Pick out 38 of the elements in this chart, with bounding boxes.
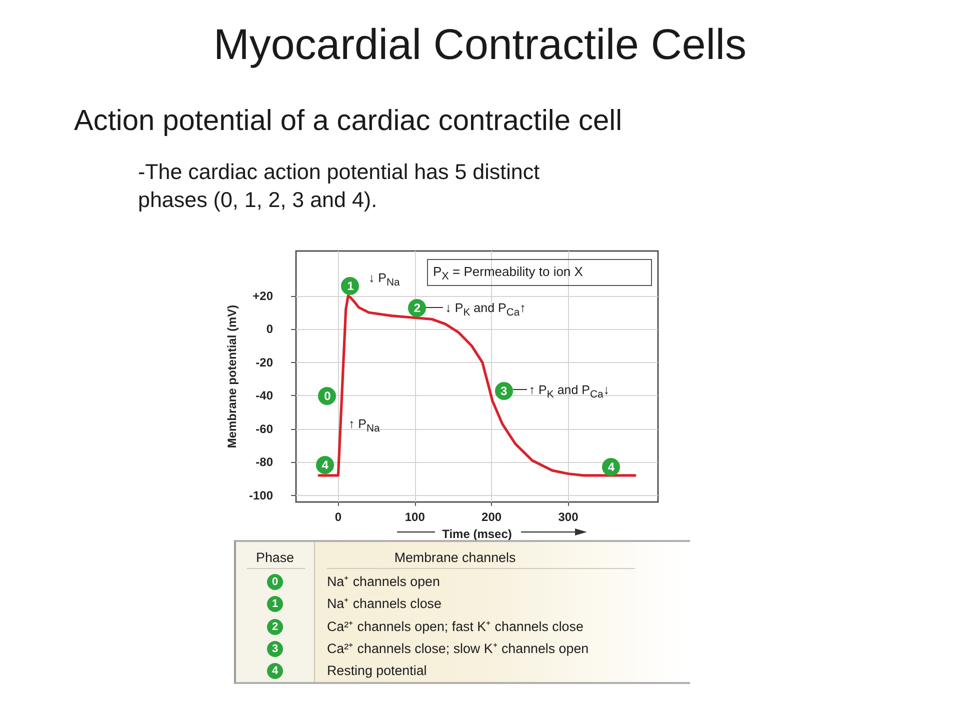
y-tick-label: -40 (256, 388, 274, 403)
annotation: 4 (602, 458, 620, 476)
annotation: ↓ P$_{Na}$ (368, 270, 400, 290)
y-tick-label: -60 (256, 422, 274, 436)
annotation: ↑ P$_{K}$ and P$_{Ca}$↓ (528, 382, 610, 402)
text: Membrane channels (393, 549, 517, 567)
chart-title: Myocardial Contractile Cells (212, 20, 748, 71)
x-tick-label: 0 (334, 510, 342, 524)
text: 3 (267, 640, 283, 657)
text: 4 (267, 663, 283, 679)
text: 2 (267, 618, 283, 634)
annotation: 4 (316, 456, 334, 474)
y-tick-label: 0 (266, 322, 274, 336)
annotation: ↑ P$_{Na}$ (348, 416, 380, 436)
text: 1 (267, 596, 283, 612)
y-tick-label: -100 (248, 488, 274, 502)
annotation: ↓ P$_{K}$ and P$_{Ca}$↑ (445, 300, 526, 320)
text: Phase (255, 549, 295, 567)
annotation: 3 (494, 382, 513, 400)
y-axis-title: Membrane potential (mV) (225, 304, 240, 448)
text: Na⁺ channels close (327, 595, 442, 614)
y-tick-label: +20 (252, 288, 274, 303)
text: Na⁺ channels open (327, 573, 440, 591)
annotation: 0 (318, 386, 336, 405)
text: Ca²⁺ channels close; slow K⁺ channels open (327, 640, 589, 658)
chart-subtitle: Action potential of a cardiac contractile cell (74, 104, 622, 139)
annotation: 2 (408, 298, 426, 317)
x-tick-label: 200 (482, 510, 502, 524)
text: -The cardiac action potential has 5 distinct phases (0, 1, 2, 3 and 4). (138, 159, 541, 214)
text: Ca²⁺ channels open; fast K⁺ channels close (327, 618, 584, 636)
x-axis-title: Time (msec) (442, 526, 512, 541)
y-tick-label: -20 (256, 355, 274, 370)
y-tick-label: -80 (256, 455, 274, 470)
annotation: 1 (341, 276, 360, 295)
text: Resting potential (327, 662, 427, 680)
annotation: P$_{X}$ = Permeability to ion X (433, 263, 583, 285)
x-tick-label: 100 (404, 510, 426, 524)
x-tick-label: 300 (558, 510, 579, 524)
